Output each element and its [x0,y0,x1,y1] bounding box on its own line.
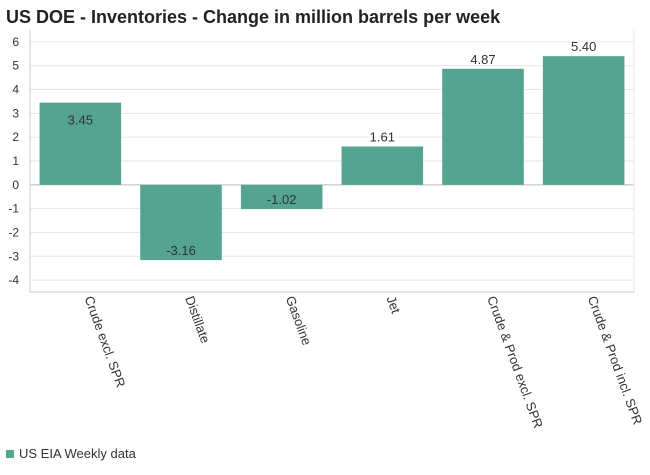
bar [542,56,625,185]
y-tick-label: -4 [8,273,19,287]
x-tick-label: Jet [384,294,404,316]
chart-title: US DOE - Inventories - Change in million… [6,7,501,27]
y-tick-label: 2 [12,130,19,144]
y-tick-label: 6 [12,35,19,49]
legend-swatch [6,449,14,458]
y-tick-label: 3 [12,106,19,120]
data-labels: 3.45 -3.16 -1.02 1.61 4.87 5.40 [68,39,597,258]
x-tick-label: Distillate [182,294,213,345]
y-tick-label: 1 [12,154,19,168]
y-tick-label: 5 [12,59,19,73]
x-tick-label: Gasoline [283,294,315,347]
data-label: 1.61 [370,129,395,144]
x-tick-labels: Crude excl. SPR Distillate Gasoline Jet Crud… [82,294,646,430]
legend: US EIA Weekly data [6,446,136,461]
bars [39,56,625,261]
data-label: -3.16 [166,243,196,258]
bar [240,184,323,210]
data-label: 4.87 [470,52,495,67]
y-tick-label: 0 [12,178,19,192]
bar [442,68,524,185]
bar [341,146,424,185]
x-tick-label: Crude excl. SPR [82,294,129,389]
x-tick-label: Crude & Prod incl. SPR [585,294,646,427]
y-tick-label: 4 [12,83,19,97]
gridlines [30,41,634,281]
y-tick-label: -2 [8,225,19,239]
y-tick-label: -3 [8,249,19,263]
legend-label: US EIA Weekly data [19,446,136,461]
y-tick-label: -1 [8,202,19,216]
bar [39,102,122,185]
data-label: 5.40 [571,39,596,54]
data-label: 3.45 [68,113,93,128]
data-label: -1.02 [267,192,297,207]
y-tick-labels: 6 5 4 3 2 1 0 -1 -2 -3 -4 [8,35,19,287]
axes [29,30,635,293]
x-tick-label: Crude & Prod excl. SPR [484,294,546,430]
bar [140,184,222,261]
